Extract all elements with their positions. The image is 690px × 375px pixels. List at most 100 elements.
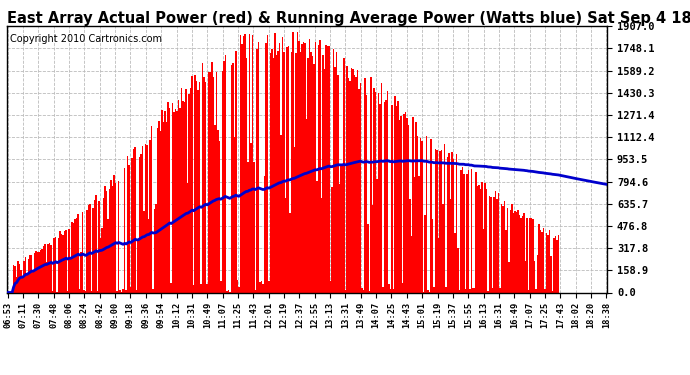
Bar <box>502 206 504 292</box>
Bar <box>404 112 406 292</box>
Bar <box>466 174 468 292</box>
Bar <box>199 82 201 292</box>
Bar <box>13 265 14 292</box>
Text: East Array Actual Power (red) & Running Average Power (Watts blue) Sat Sep 4 18:: East Array Actual Power (red) & Running … <box>7 11 690 26</box>
Bar <box>126 290 127 292</box>
Bar <box>121 291 122 292</box>
Bar <box>322 55 324 292</box>
Bar <box>437 238 439 292</box>
Bar <box>268 281 270 292</box>
Bar <box>247 162 248 292</box>
Bar <box>274 33 275 292</box>
Bar <box>348 78 349 292</box>
Bar <box>473 288 475 292</box>
Bar <box>492 288 493 292</box>
Bar <box>136 291 137 292</box>
Bar <box>462 167 463 292</box>
Bar <box>48 244 49 292</box>
Bar <box>187 183 188 292</box>
Bar <box>446 158 448 292</box>
Bar <box>103 198 104 292</box>
Bar <box>386 91 388 292</box>
Bar <box>178 100 179 292</box>
Bar <box>526 218 528 292</box>
Bar <box>395 106 397 292</box>
Bar <box>282 37 283 292</box>
Bar <box>279 43 280 292</box>
Bar <box>469 289 471 292</box>
Bar <box>90 204 91 292</box>
Bar <box>284 198 286 292</box>
Bar <box>141 154 142 292</box>
Bar <box>64 231 66 292</box>
Bar <box>520 218 522 292</box>
Bar <box>555 236 556 292</box>
Bar <box>435 150 436 292</box>
Bar <box>445 286 446 292</box>
Bar <box>92 208 94 292</box>
Bar <box>72 222 73 292</box>
Bar <box>362 290 364 292</box>
Bar <box>155 204 157 292</box>
Bar <box>421 141 422 292</box>
Bar <box>124 168 126 292</box>
Bar <box>259 282 261 292</box>
Bar <box>533 261 535 292</box>
Bar <box>532 219 533 292</box>
Bar <box>139 156 141 292</box>
Bar <box>496 199 497 292</box>
Bar <box>370 77 372 292</box>
Bar <box>415 122 417 292</box>
Bar <box>146 145 148 292</box>
Bar <box>182 101 184 292</box>
Bar <box>100 237 101 292</box>
Bar <box>367 224 368 292</box>
Bar <box>359 83 361 292</box>
Bar <box>325 45 326 292</box>
Bar <box>304 42 306 292</box>
Bar <box>115 183 117 292</box>
Bar <box>217 130 219 292</box>
Bar <box>391 105 393 292</box>
Bar <box>97 291 99 292</box>
Bar <box>372 206 373 292</box>
Bar <box>266 34 268 292</box>
Bar <box>280 135 282 292</box>
Bar <box>353 75 355 292</box>
Bar <box>471 169 472 292</box>
Bar <box>357 69 358 292</box>
Bar <box>257 42 259 292</box>
Bar <box>22 276 23 292</box>
Bar <box>172 104 173 292</box>
Bar <box>489 196 490 292</box>
Bar <box>316 181 317 292</box>
Bar <box>301 44 302 292</box>
Bar <box>241 44 242 292</box>
Bar <box>510 210 511 292</box>
Bar <box>230 64 232 292</box>
Bar <box>196 81 197 292</box>
Bar <box>514 211 515 292</box>
Bar <box>402 283 403 292</box>
Bar <box>237 279 238 292</box>
Bar <box>252 35 253 292</box>
Bar <box>208 72 210 292</box>
Bar <box>148 219 150 292</box>
Bar <box>486 189 487 292</box>
Bar <box>23 261 25 292</box>
Bar <box>82 212 83 292</box>
Bar <box>53 238 55 292</box>
Bar <box>133 149 135 292</box>
Bar <box>444 144 445 292</box>
Bar <box>273 58 274 292</box>
Bar <box>113 175 115 292</box>
Bar <box>377 93 379 292</box>
Bar <box>339 184 340 292</box>
Bar <box>30 255 31 292</box>
Bar <box>61 234 62 292</box>
Bar <box>181 88 182 292</box>
Bar <box>340 166 342 292</box>
Bar <box>265 43 266 292</box>
Bar <box>297 32 298 292</box>
Bar <box>31 255 32 292</box>
